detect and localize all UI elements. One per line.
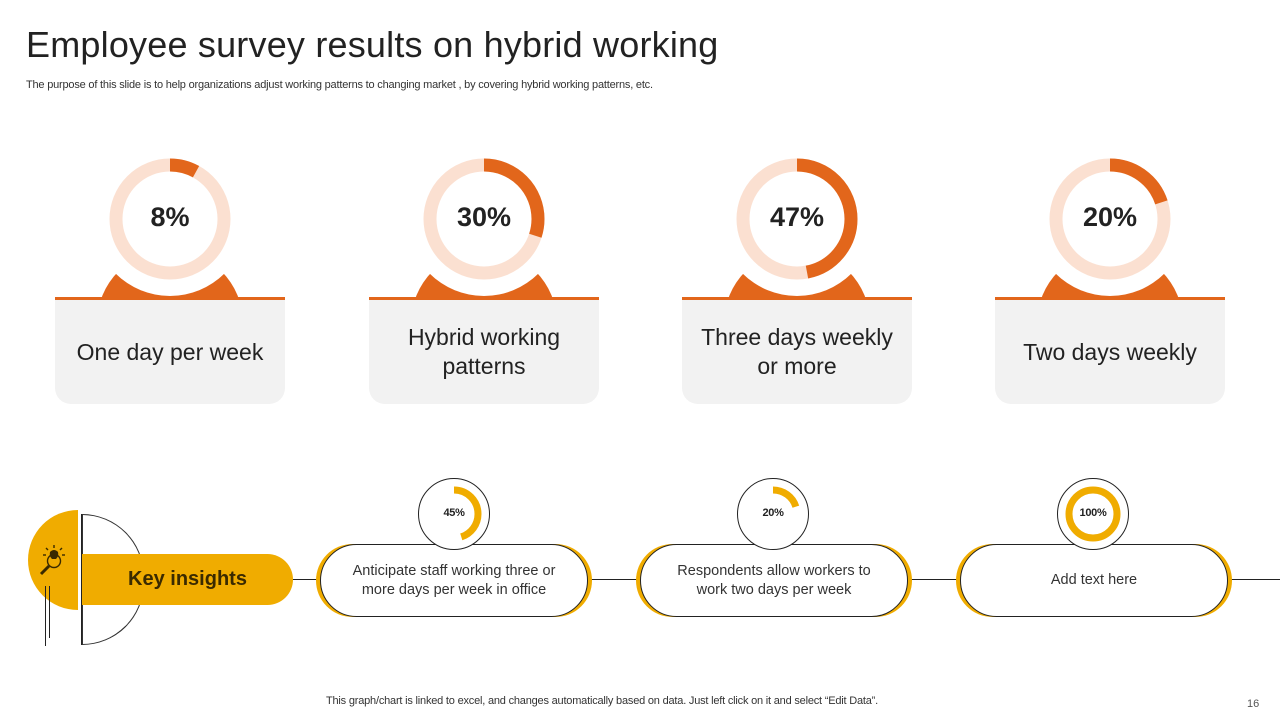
donut-percent: 8% — [150, 202, 190, 232]
lightbulb-magnifier-icon — [39, 545, 65, 576]
card-base-line — [995, 297, 1225, 300]
insight-text: Respondents allow workers to work two da… — [640, 544, 908, 617]
donut-percent: 20% — [762, 507, 784, 519]
stat-card-hybrid[interactable]: 30% Hybrid working patterns — [369, 150, 599, 405]
key-insights-banner: Key insights — [82, 554, 293, 605]
mini-donut-chart — [1065, 486, 1121, 542]
donut-chart[interactable] — [421, 156, 547, 282]
donut-percent: 20% — [1082, 202, 1138, 232]
insight-pill-3[interactable]: Add text here — [956, 544, 1232, 618]
insight-text: Add text here — [960, 544, 1228, 617]
decorative-line — [45, 586, 46, 646]
insight-donut-1[interactable]: 45% — [418, 478, 490, 550]
page-number: 16 — [1247, 698, 1260, 710]
slide-title: Employee survey results on hybrid workin… — [26, 24, 719, 65]
insight-pill-2[interactable]: Respondents allow workers to work two da… — [636, 544, 912, 618]
mini-donut-chart — [745, 486, 801, 542]
stat-card-two-days[interactable]: 20% Two days weekly — [995, 150, 1225, 405]
donut-chart[interactable] — [734, 156, 860, 282]
card-base-line — [682, 297, 912, 300]
donut-chart[interactable] — [1047, 156, 1173, 282]
card-label: Three days weekly or more — [682, 300, 912, 404]
card-label: Two days weekly — [995, 300, 1225, 404]
insight-donut-3[interactable]: 100% — [1057, 478, 1129, 550]
card-base-line — [55, 297, 285, 300]
decorative-line — [81, 514, 82, 645]
donut-percent: 47% — [769, 202, 825, 232]
donut-percent: 30% — [456, 202, 512, 232]
mini-donut-chart — [426, 486, 482, 542]
card-base-line — [369, 297, 599, 300]
decorative-line — [49, 586, 50, 638]
card-label: One day per week — [55, 300, 285, 404]
slide-subtitle: The purpose of this slide is to help org… — [26, 79, 653, 91]
donut-percent: 45% — [443, 507, 465, 519]
insight-donut-2[interactable]: 20% — [737, 478, 809, 550]
stat-card-one-day[interactable]: 8% One day per week — [55, 150, 285, 405]
insight-pill-1[interactable]: Anticipate staff working three or more d… — [316, 544, 592, 618]
stat-card-three-days[interactable]: 47% Three days weekly or more — [682, 150, 912, 405]
donut-chart[interactable] — [107, 156, 233, 282]
card-label: Hybrid working patterns — [369, 300, 599, 404]
donut-percent: 100% — [1079, 507, 1107, 519]
footnote: This graph/chart is linked to excel, and… — [326, 695, 878, 707]
insight-text: Anticipate staff working three or more d… — [320, 544, 588, 617]
